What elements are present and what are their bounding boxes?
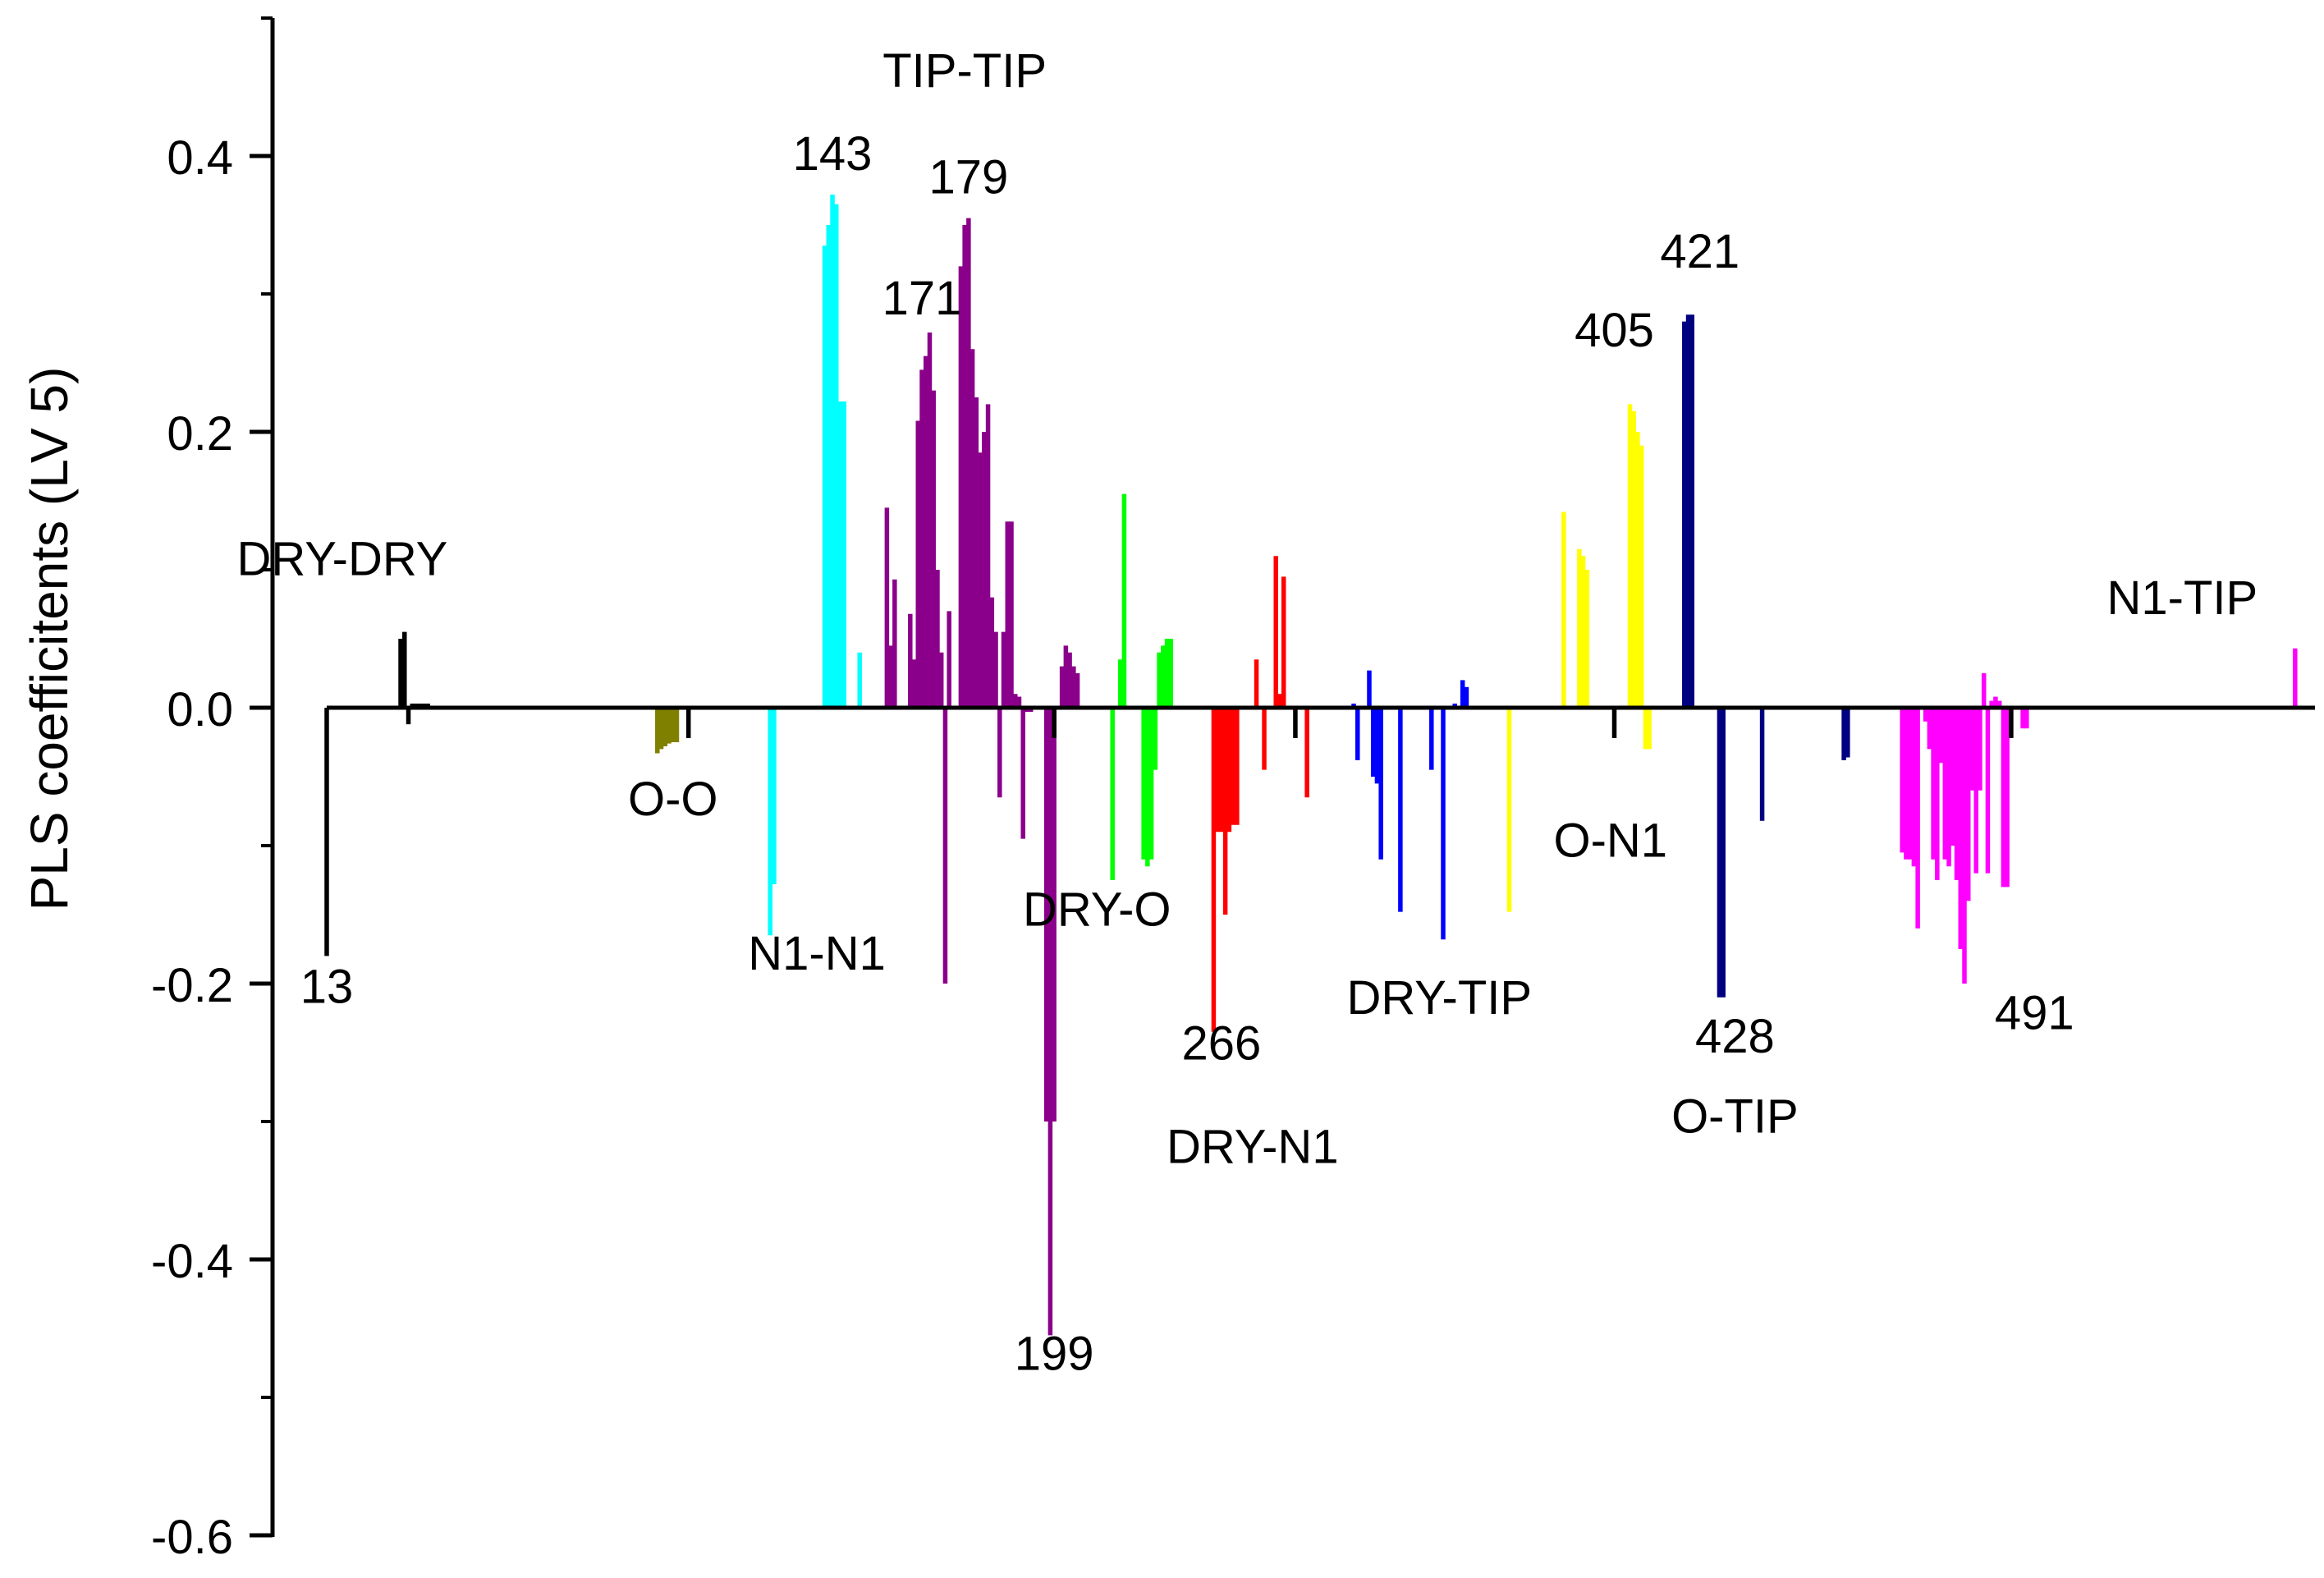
- annotation-label: 179: [928, 150, 1008, 204]
- annotation-label: 491: [1995, 986, 2074, 1039]
- annotation-label: 171: [882, 272, 962, 325]
- annotation-label: 13: [300, 961, 354, 1014]
- y-tick-label: 0.2: [167, 407, 233, 461]
- annotation-label: N1-N1: [748, 927, 886, 980]
- annotation-label: DRY-TIP: [1346, 971, 1532, 1025]
- annotation-label: 199: [1015, 1327, 1094, 1380]
- y-tick-label: -0.6: [151, 1511, 233, 1564]
- bars-layer: [324, 195, 2298, 1336]
- y-axis: 0.4 0.2 0.0 -0.2 -0.4 -0.6: [151, 16, 275, 1564]
- annotation-label: TIP-TIP: [882, 44, 1047, 98]
- annotation-label: 428: [1695, 1010, 1775, 1063]
- annotation-label: O-O: [628, 773, 718, 826]
- y-tick-label: -0.2: [151, 959, 233, 1012]
- annotation-label: 143: [793, 127, 873, 181]
- annotation-label: DRY-DRY: [237, 533, 448, 586]
- annotation-label: O-N1: [1553, 814, 1667, 867]
- annotation-label: N1-TIP: [2107, 571, 2258, 625]
- annotation-label: 266: [1182, 1016, 1262, 1070]
- y-tick-label: -0.4: [151, 1235, 233, 1288]
- y-tick-label: 0.4: [167, 131, 233, 185]
- annotation-label: 421: [1660, 225, 1740, 278]
- annotation-label: DRY-N1: [1167, 1120, 1339, 1173]
- y-tick-label: 0.0: [167, 683, 233, 736]
- annotation-label: DRY-O: [1023, 883, 1171, 936]
- y-axis-label: PLS coefficitents (LV 5): [20, 367, 79, 911]
- annotation-label: 405: [1575, 304, 1654, 357]
- annotation-label: O-TIP: [1671, 1089, 1799, 1143]
